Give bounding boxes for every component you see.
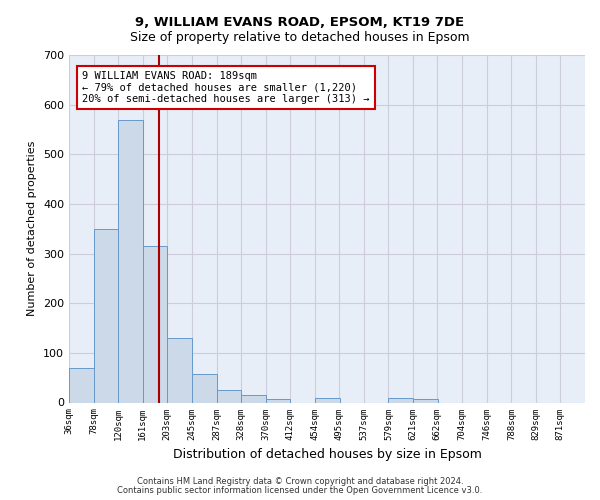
Bar <box>413 398 438 402</box>
Bar <box>217 390 241 402</box>
Bar <box>143 246 167 402</box>
Bar <box>118 120 143 403</box>
Bar <box>94 229 118 402</box>
Text: 9 WILLIAM EVANS ROAD: 189sqm
← 79% of detached houses are smaller (1,220)
20% of: 9 WILLIAM EVANS ROAD: 189sqm ← 79% of de… <box>82 71 370 104</box>
Bar <box>266 398 290 402</box>
Bar <box>241 395 266 402</box>
Bar <box>167 338 192 402</box>
Text: Contains HM Land Registry data © Crown copyright and database right 2024.: Contains HM Land Registry data © Crown c… <box>137 477 463 486</box>
Text: Contains public sector information licensed under the Open Government Licence v3: Contains public sector information licen… <box>118 486 482 495</box>
Bar <box>69 368 94 402</box>
Text: 9, WILLIAM EVANS ROAD, EPSOM, KT19 7DE: 9, WILLIAM EVANS ROAD, EPSOM, KT19 7DE <box>136 16 464 29</box>
X-axis label: Distribution of detached houses by size in Epsom: Distribution of detached houses by size … <box>173 448 481 461</box>
Bar <box>315 398 340 402</box>
Bar <box>192 374 217 402</box>
Bar <box>388 398 413 402</box>
Y-axis label: Number of detached properties: Number of detached properties <box>28 141 37 316</box>
Text: Size of property relative to detached houses in Epsom: Size of property relative to detached ho… <box>130 31 470 44</box>
